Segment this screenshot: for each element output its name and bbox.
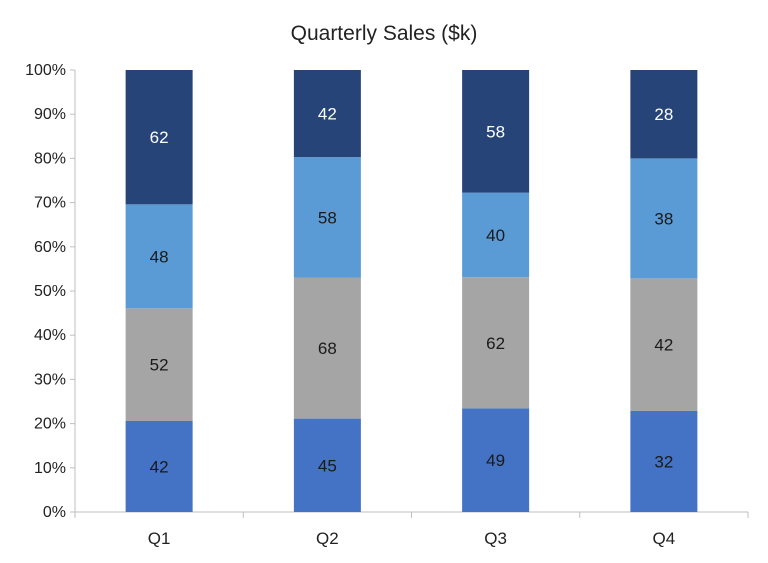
bar-segment-q3-1 bbox=[462, 408, 530, 512]
data-label: 49 bbox=[486, 451, 505, 470]
bar-segment-q2-2 bbox=[293, 277, 361, 419]
data-label: 58 bbox=[318, 208, 337, 227]
bar-segment-q2-4 bbox=[293, 70, 361, 158]
bar-segment-q3-4 bbox=[462, 70, 530, 193]
data-label: 38 bbox=[654, 209, 673, 228]
bar-segment-q2-3 bbox=[293, 157, 361, 278]
y-tick-label: 70% bbox=[34, 195, 66, 212]
bar-group bbox=[125, 70, 698, 512]
data-label: 32 bbox=[654, 452, 673, 471]
data-label: 58 bbox=[486, 122, 505, 141]
y-tick-label: 40% bbox=[34, 327, 66, 344]
x-tick-label: Q2 bbox=[316, 529, 339, 548]
data-label: 42 bbox=[654, 336, 673, 355]
bar-segment-q4-2 bbox=[630, 278, 698, 411]
x-tick-label: Q3 bbox=[484, 529, 507, 548]
data-label: 45 bbox=[318, 456, 337, 475]
y-tick-label: 90% bbox=[34, 106, 66, 123]
data-label: 62 bbox=[150, 128, 169, 147]
data-label: 28 bbox=[654, 105, 673, 124]
data-label: 42 bbox=[318, 105, 337, 124]
bar-segment-q1-2 bbox=[125, 308, 193, 421]
y-tick-label: 10% bbox=[34, 460, 66, 477]
data-label: 48 bbox=[150, 247, 169, 266]
data-label: 42 bbox=[150, 458, 169, 477]
x-tick-label: Q1 bbox=[148, 529, 171, 548]
data-label: 68 bbox=[318, 339, 337, 358]
x-axis: Q1 Q2 Q3 Q4 bbox=[74, 511, 749, 548]
y-tick-label: 0% bbox=[43, 504, 66, 521]
data-label-group: 42 52 48 62 45 68 58 42 49 62 40 58 32 42 38 28 bbox=[150, 105, 674, 477]
y-tick-label: 50% bbox=[34, 283, 66, 300]
chart-title: Quarterly Sales ($k) bbox=[291, 22, 478, 45]
y-tick-label: 80% bbox=[34, 150, 66, 167]
data-label: 62 bbox=[486, 334, 505, 353]
bar-segment-q4-3 bbox=[630, 158, 698, 279]
data-label: 40 bbox=[486, 226, 505, 245]
y-tick-label: 30% bbox=[34, 371, 66, 388]
bar-segment-q2-1 bbox=[293, 418, 361, 512]
data-label: 52 bbox=[150, 356, 169, 375]
bar-segment-q3-2 bbox=[462, 277, 530, 409]
bar-segment-q4-1 bbox=[630, 410, 698, 512]
y-tick-label: 60% bbox=[34, 239, 66, 256]
y-axis: 0% 10% 20% 30% 40% 50% 60% 70% 80% 90% 100% bbox=[25, 62, 76, 521]
bar-segment-q1-4 bbox=[125, 70, 193, 205]
bar-segment-q3-3 bbox=[462, 192, 530, 278]
x-tick-label: Q4 bbox=[653, 529, 676, 548]
y-tick-label: 100% bbox=[25, 62, 66, 79]
bar-segment-q4-4 bbox=[630, 70, 698, 159]
bar-segment-q1-3 bbox=[125, 204, 193, 309]
bar-segment-q1-1 bbox=[125, 421, 193, 512]
y-tick-label: 20% bbox=[34, 416, 66, 433]
